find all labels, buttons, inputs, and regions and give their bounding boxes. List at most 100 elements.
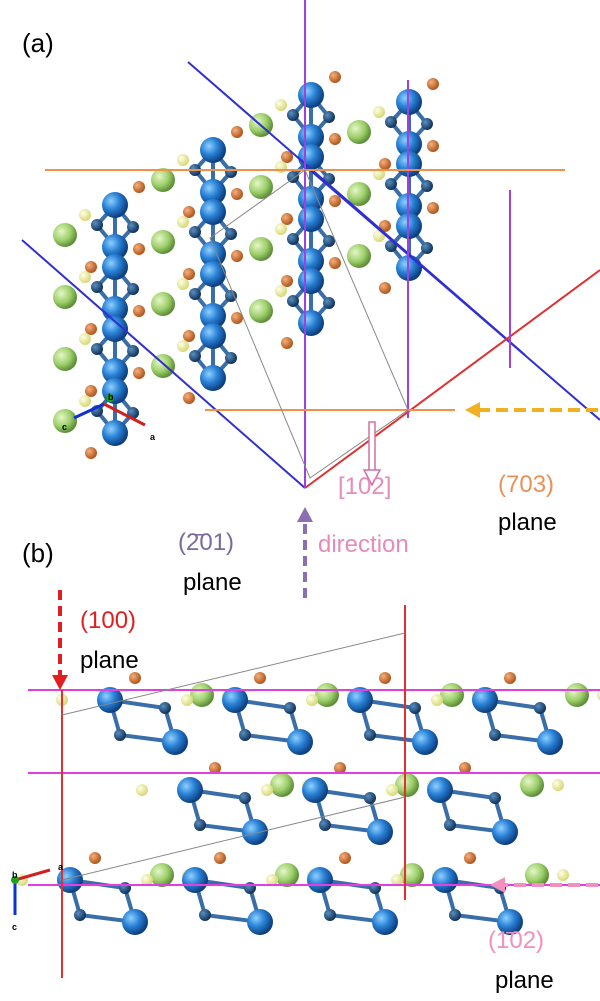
atom <box>275 223 287 235</box>
plane-word: plane <box>183 569 242 596</box>
atom <box>242 819 268 845</box>
atom <box>189 350 201 362</box>
plane-name: (2̄01) <box>178 529 234 556</box>
atom <box>298 310 324 336</box>
atom <box>244 882 256 894</box>
atom <box>302 777 328 803</box>
atom <box>231 188 243 200</box>
atom <box>127 283 139 295</box>
atom <box>395 773 419 797</box>
atom <box>133 243 145 255</box>
panel-label: (a) <box>22 28 54 58</box>
atom <box>159 702 171 714</box>
atom <box>431 694 443 706</box>
axis-label: a <box>150 432 156 442</box>
atom <box>329 71 341 83</box>
atom <box>85 261 97 273</box>
atom <box>281 213 293 225</box>
atom <box>181 694 193 706</box>
plane-word: plane <box>80 647 139 674</box>
atom <box>287 233 299 245</box>
atom <box>200 137 226 163</box>
plane-name: (703) <box>498 471 554 498</box>
atom <box>177 777 203 803</box>
axes-b: a c b <box>11 862 64 932</box>
atom <box>261 784 273 796</box>
atom <box>281 337 293 349</box>
atom <box>421 118 433 130</box>
atom <box>79 271 91 283</box>
atom <box>347 244 371 268</box>
atom <box>114 729 126 741</box>
atom <box>432 867 458 893</box>
atom <box>275 285 287 297</box>
atom <box>133 367 145 379</box>
atom <box>200 365 226 391</box>
atom <box>534 702 546 714</box>
atom <box>275 863 299 887</box>
atom <box>298 82 324 108</box>
atom <box>373 106 385 118</box>
atom <box>537 729 563 755</box>
atom <box>421 180 433 192</box>
atom <box>79 395 91 407</box>
atom <box>122 909 148 935</box>
atom <box>231 250 243 262</box>
atom <box>520 773 544 797</box>
atom <box>91 343 103 355</box>
atom <box>133 305 145 317</box>
unit-cell <box>62 797 405 880</box>
atom <box>177 340 189 352</box>
atom <box>127 221 139 233</box>
arrow-head <box>465 402 480 418</box>
atom <box>200 323 226 349</box>
atom <box>444 819 456 831</box>
plane-line <box>305 270 600 488</box>
atom <box>367 819 393 845</box>
atom <box>552 779 564 791</box>
axis-label: b <box>12 870 18 880</box>
atom <box>225 352 237 364</box>
atom <box>369 882 381 894</box>
atom <box>79 333 91 345</box>
figure: c a b a c b (a) (b) (703) plane [102] di… <box>0 0 600 1001</box>
plane-word: plane <box>495 967 554 994</box>
atom <box>249 237 273 261</box>
atom <box>298 206 324 232</box>
plane-name: (1̄02) <box>488 927 544 954</box>
atom <box>225 166 237 178</box>
atom <box>162 729 188 755</box>
atom <box>275 161 287 173</box>
atom <box>275 99 287 111</box>
atom <box>119 882 131 894</box>
atom <box>281 275 293 287</box>
atom <box>151 292 175 316</box>
atom <box>347 120 371 144</box>
atom <box>89 852 101 864</box>
atom <box>102 192 128 218</box>
atom <box>324 909 336 921</box>
atom <box>427 777 453 803</box>
atom <box>385 178 397 190</box>
arrow-head <box>52 675 68 690</box>
atom <box>74 909 86 921</box>
atom <box>329 257 341 269</box>
atom <box>190 683 214 707</box>
atom <box>323 297 335 309</box>
atom <box>53 347 77 371</box>
plane-line <box>310 170 600 420</box>
arrow-head <box>297 507 313 522</box>
atom <box>427 140 439 152</box>
atom <box>489 792 501 804</box>
atom <box>214 852 226 864</box>
atom <box>421 242 433 254</box>
atom <box>306 694 318 706</box>
atom <box>319 819 331 831</box>
atom <box>53 285 77 309</box>
atom <box>79 209 91 221</box>
axis-label: b <box>108 392 114 402</box>
atom <box>151 230 175 254</box>
atom <box>151 354 175 378</box>
page: c a b a c b (a) (b) (703) plane [102] di… <box>0 0 600 1001</box>
arrow <box>369 422 375 472</box>
